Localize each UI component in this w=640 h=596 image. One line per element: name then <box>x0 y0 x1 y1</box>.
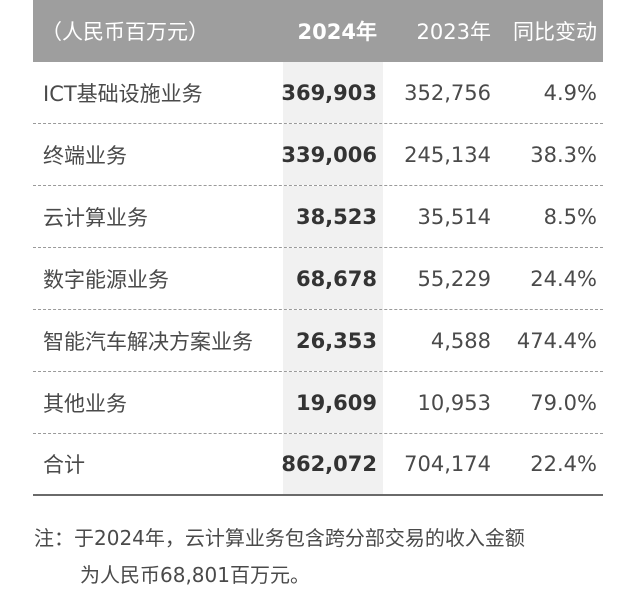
total-2024: 862,072 <box>281 434 383 494</box>
value-2023: 55,229 <box>417 266 491 291</box>
value-yoy: 79.0% <box>530 390 597 415</box>
unit-header: （人民币百万元） <box>41 20 209 44</box>
value-yoy: 8.5% <box>543 204 597 229</box>
value-2023: 10,953 <box>417 390 491 415</box>
segment-name: 云计算业务 <box>43 205 148 230</box>
value-2023: 35,514 <box>417 204 491 229</box>
footnote: 注：于2024年，云计算业务包含跨分部交易的收入金额 为人民币68,801百万元… <box>34 520 614 594</box>
segment-name: 终端业务 <box>43 143 127 168</box>
footnote-line-1: 注：于2024年，云计算业务包含跨分部交易的收入金额 <box>34 526 525 550</box>
table-row: 数字能源业务 68,678 55,229 24.4% <box>33 248 603 310</box>
table-row: 云计算业务 38,523 35,514 8.5% <box>33 186 603 248</box>
value-yoy: 38.3% <box>530 142 597 167</box>
header-2024: 2024年 <box>297 20 377 44</box>
total-yoy: 22.4% <box>530 452 597 476</box>
revenue-table: （人民币百万元） 2024年 2023年 同比变动 ICT基础设施业务 369,… <box>33 0 603 496</box>
table-row: ICT基础设施业务 369,903 352,756 4.9% <box>33 62 603 124</box>
header-yoy: 同比变动 <box>513 20 597 44</box>
value-2024: 68,678 <box>283 248 383 309</box>
value-2024: 26,353 <box>283 310 383 371</box>
segment-name: 智能汽车解决方案业务 <box>43 329 253 354</box>
total-label: 合计 <box>43 453 85 477</box>
value-yoy: 4.9% <box>543 80 597 105</box>
value-2024: 369,903 <box>281 62 383 123</box>
value-yoy: 474.4% <box>516 328 597 353</box>
table-row: 其他业务 19,609 10,953 79.0% <box>33 372 603 434</box>
value-2024: 19,609 <box>283 372 383 433</box>
value-yoy: 24.4% <box>530 266 597 291</box>
table-row: 终端业务 339,006 245,134 38.3% <box>33 124 603 186</box>
value-2023: 245,134 <box>404 142 491 167</box>
footnote-line-2: 为人民币68,801百万元。 <box>80 563 310 587</box>
value-2024: 38,523 <box>283 186 383 247</box>
table-row: 智能汽车解决方案业务 26,353 4,588 474.4% <box>33 310 603 372</box>
header-2023: 2023年 <box>416 20 491 44</box>
value-2024: 339,006 <box>281 124 383 185</box>
total-row: 合计 862,072 704,174 22.4% <box>33 434 603 496</box>
value-2023: 4,588 <box>430 328 491 353</box>
segment-name: 其他业务 <box>43 391 127 416</box>
value-2023: 352,756 <box>404 80 491 105</box>
table-header: （人民币百万元） 2024年 2023年 同比变动 <box>33 0 603 62</box>
segment-name: ICT基础设施业务 <box>43 81 203 106</box>
segment-name: 数字能源业务 <box>43 267 169 292</box>
total-2023: 704,174 <box>404 452 491 476</box>
